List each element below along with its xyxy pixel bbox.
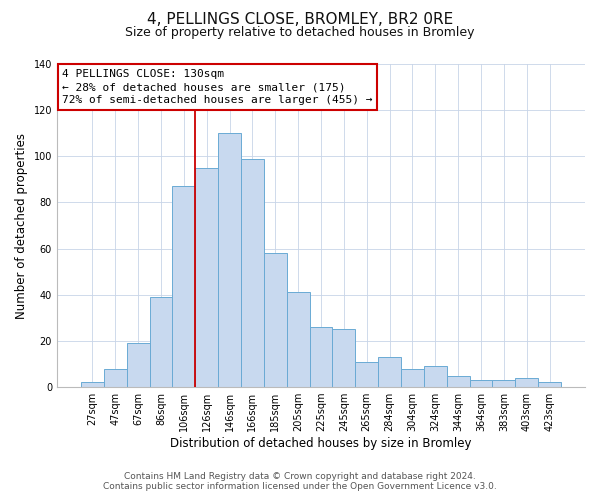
Bar bbox=[127, 343, 149, 387]
Bar bbox=[401, 368, 424, 387]
Bar bbox=[172, 186, 195, 387]
Bar bbox=[378, 357, 401, 387]
Text: Size of property relative to detached houses in Bromley: Size of property relative to detached ho… bbox=[125, 26, 475, 39]
Text: 4, PELLINGS CLOSE, BROMLEY, BR2 0RE: 4, PELLINGS CLOSE, BROMLEY, BR2 0RE bbox=[147, 12, 453, 28]
Bar bbox=[424, 366, 446, 387]
X-axis label: Distribution of detached houses by size in Bromley: Distribution of detached houses by size … bbox=[170, 437, 472, 450]
Bar bbox=[264, 253, 287, 387]
Bar bbox=[149, 297, 172, 387]
Text: Contains public sector information licensed under the Open Government Licence v3: Contains public sector information licen… bbox=[103, 482, 497, 491]
Bar bbox=[310, 327, 332, 387]
Text: Contains HM Land Registry data © Crown copyright and database right 2024.: Contains HM Land Registry data © Crown c… bbox=[124, 472, 476, 481]
Bar bbox=[241, 158, 264, 387]
Bar bbox=[104, 368, 127, 387]
Bar bbox=[493, 380, 515, 387]
Bar bbox=[470, 380, 493, 387]
Bar bbox=[538, 382, 561, 387]
Bar bbox=[287, 292, 310, 387]
Bar bbox=[218, 133, 241, 387]
Y-axis label: Number of detached properties: Number of detached properties bbox=[15, 132, 28, 318]
Bar bbox=[355, 362, 378, 387]
Bar bbox=[195, 168, 218, 387]
Bar bbox=[332, 330, 355, 387]
Bar bbox=[81, 382, 104, 387]
Bar bbox=[515, 378, 538, 387]
Text: 4 PELLINGS CLOSE: 130sqm
← 28% of detached houses are smaller (175)
72% of semi-: 4 PELLINGS CLOSE: 130sqm ← 28% of detach… bbox=[62, 69, 373, 105]
Bar bbox=[446, 376, 470, 387]
